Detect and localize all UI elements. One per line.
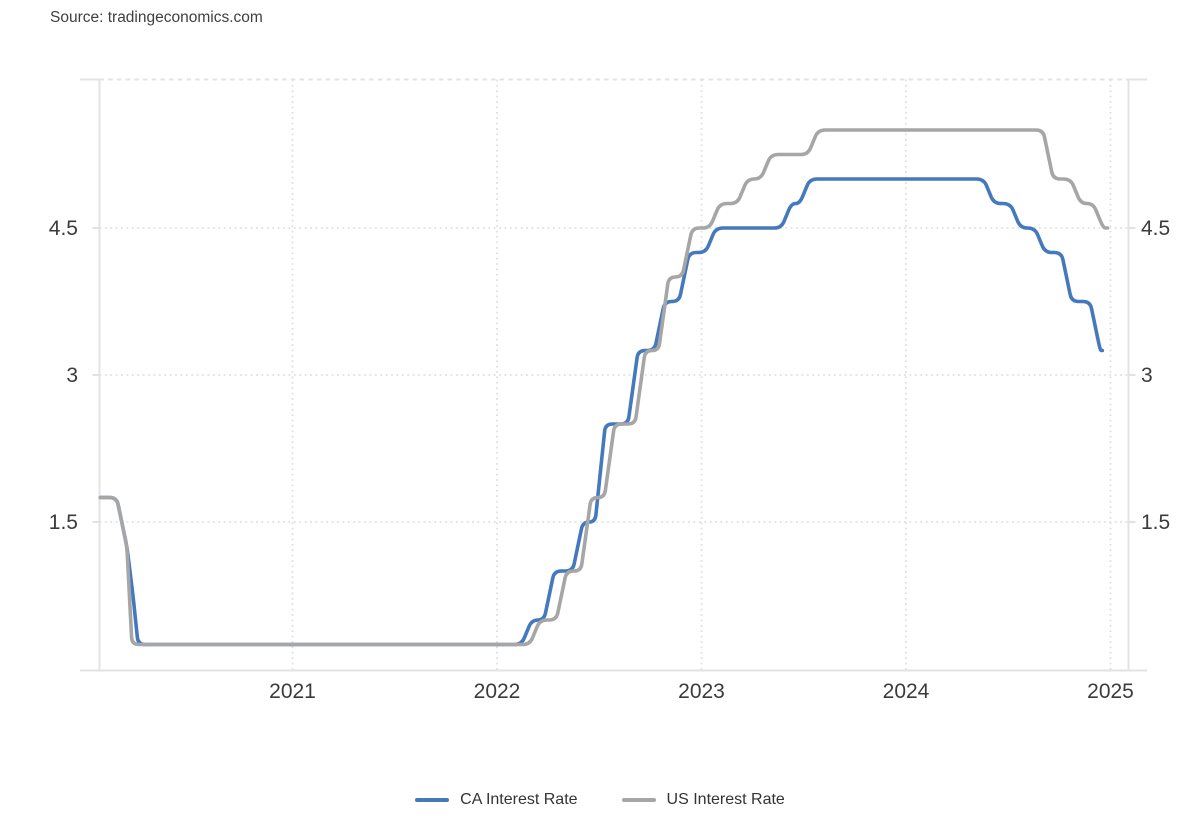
interest-rate-line-chart: 1.5 1.5 3 3 4.5 4.5 2021 2022 2023 2024 2025 [49, 78, 1170, 703]
x-axis-label-2025: 2025 [1087, 680, 1134, 703]
axis-labels: 1.5 1.5 3 3 4.5 4.5 2021 2022 2023 2024 2025 [49, 217, 1170, 703]
gridlines [99, 79, 1129, 671]
x-axis-label-2022: 2022 [474, 680, 521, 703]
x-axis-label-2023: 2023 [678, 680, 725, 703]
y-axis-label-left-3: 3 [66, 364, 78, 387]
plot-borders [80, 78, 1147, 672]
legend: CA Interest Rate US Interest Rate [0, 791, 1200, 809]
legend-item-us-interest-rate[interactable]: US Interest Rate [621, 791, 785, 809]
x-axis-label-2024: 2024 [883, 680, 930, 703]
y-axis-label-left-1.5: 1.5 [49, 511, 78, 534]
y-axis-label-left-4.5: 4.5 [49, 217, 78, 240]
series-line-us[interactable] [98, 128, 1110, 647]
legend-item-ca-interest-rate[interactable]: CA Interest Rate [415, 791, 578, 809]
us-series-swatch-icon [621, 798, 656, 802]
y-axis-label-right-1.5: 1.5 [1141, 511, 1170, 534]
source-attribution: Source: tradingeconomics.com [50, 9, 263, 26]
series-lines [98, 128, 1110, 647]
ca-series-swatch-icon [415, 798, 450, 802]
ca-series-label: CA Interest Rate [460, 791, 578, 808]
x-axis-label-2021: 2021 [269, 680, 316, 703]
y-axis-label-right-3: 3 [1141, 364, 1153, 387]
y-axis-label-right-4.5: 4.5 [1141, 217, 1170, 240]
us-series-label: US Interest Rate [666, 791, 785, 808]
series-line-ca[interactable] [98, 177, 1105, 647]
